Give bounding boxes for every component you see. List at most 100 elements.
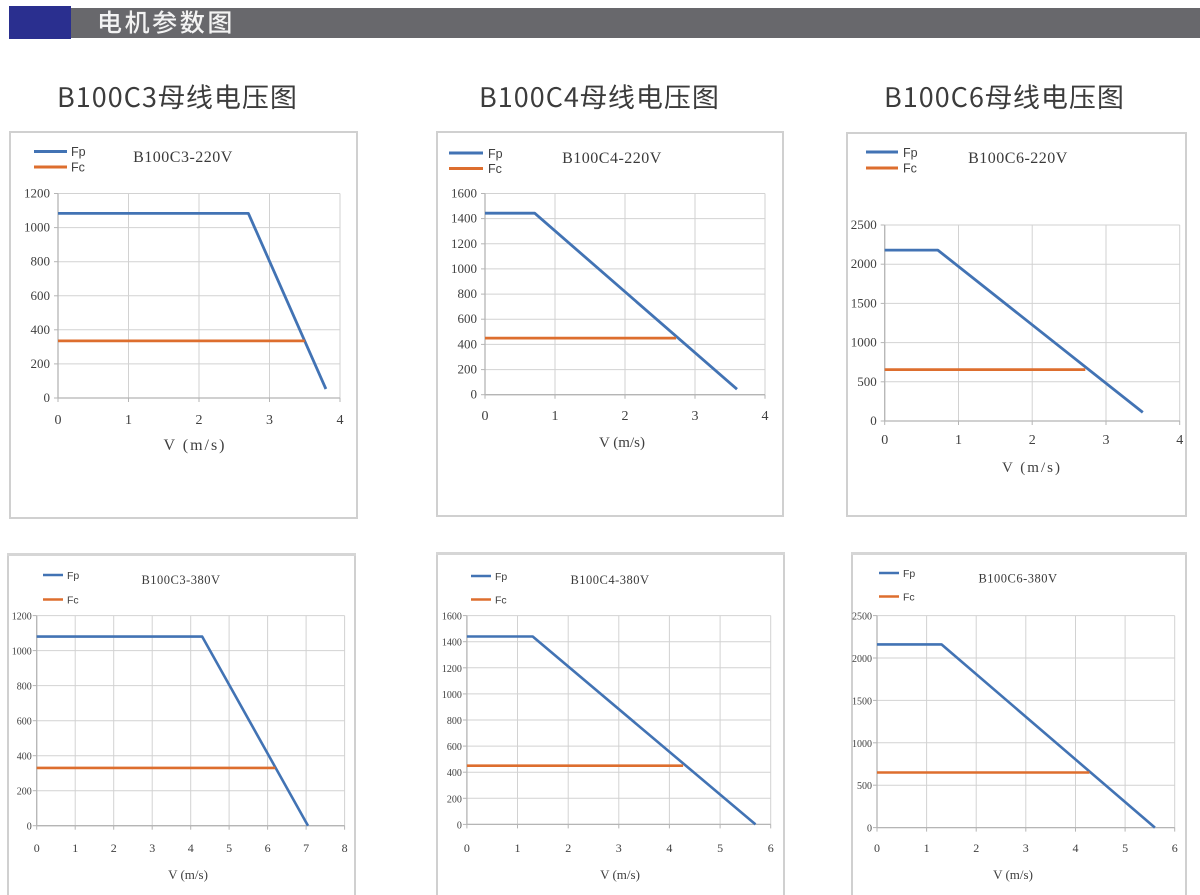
- svg-text:0: 0: [27, 822, 32, 833]
- svg-text:2: 2: [622, 409, 629, 424]
- svg-text:6: 6: [265, 841, 271, 855]
- svg-text:1: 1: [515, 841, 521, 855]
- svg-text:Fc: Fc: [903, 162, 917, 176]
- svg-text:400: 400: [447, 768, 462, 779]
- svg-text:1600: 1600: [442, 612, 462, 623]
- svg-text:1: 1: [552, 409, 559, 424]
- svg-text:1400: 1400: [451, 211, 477, 226]
- svg-text:800: 800: [17, 682, 32, 693]
- svg-text:600: 600: [458, 311, 478, 326]
- svg-text:200: 200: [17, 787, 32, 798]
- svg-text:6: 6: [1172, 841, 1178, 855]
- svg-text:3: 3: [616, 841, 622, 855]
- svg-text:0: 0: [471, 387, 478, 402]
- svg-text:2500: 2500: [851, 217, 877, 232]
- svg-text:Fp: Fp: [71, 145, 86, 159]
- svg-text:Fc: Fc: [71, 161, 85, 175]
- svg-text:800: 800: [458, 286, 478, 301]
- svg-text:B100C3-380V: B100C3-380V: [141, 573, 220, 587]
- svg-text:200: 200: [447, 794, 462, 805]
- svg-text:1000: 1000: [851, 335, 877, 350]
- svg-text:3: 3: [1023, 841, 1029, 855]
- svg-text:0: 0: [881, 433, 888, 448]
- svg-text:3: 3: [1103, 433, 1110, 448]
- svg-text:1500: 1500: [851, 295, 877, 310]
- svg-text:B100C4-220V: B100C4-220V: [562, 150, 662, 167]
- svg-text:400: 400: [17, 752, 32, 763]
- svg-text:2: 2: [973, 841, 979, 855]
- svg-text:1: 1: [72, 841, 78, 855]
- svg-text:1: 1: [955, 433, 962, 448]
- svg-text:500: 500: [857, 781, 872, 792]
- svg-text:500: 500: [857, 374, 877, 389]
- svg-text:1: 1: [125, 413, 132, 428]
- svg-text:1400: 1400: [442, 638, 462, 649]
- svg-text:0: 0: [34, 841, 40, 855]
- svg-text:B100C3-220V: B100C3-220V: [133, 149, 233, 166]
- svg-text:3: 3: [692, 409, 699, 424]
- svg-text:Fp: Fp: [495, 571, 507, 583]
- svg-text:Fp: Fp: [488, 147, 503, 161]
- svg-text:2: 2: [565, 841, 571, 855]
- svg-text:800: 800: [31, 254, 51, 269]
- svg-text:V (m/s): V (m/s): [1002, 460, 1062, 476]
- svg-text:600: 600: [447, 742, 462, 753]
- svg-text:2000: 2000: [851, 256, 877, 271]
- svg-text:600: 600: [17, 717, 32, 728]
- svg-text:1500: 1500: [852, 696, 872, 707]
- svg-text:4: 4: [762, 409, 769, 424]
- svg-text:5: 5: [226, 841, 232, 855]
- svg-text:600: 600: [31, 288, 51, 303]
- svg-text:1200: 1200: [442, 664, 462, 675]
- svg-text:V (m/s): V (m/s): [599, 435, 645, 451]
- svg-text:2: 2: [196, 413, 203, 428]
- svg-text:0: 0: [874, 841, 880, 855]
- svg-text:200: 200: [31, 356, 51, 371]
- svg-text:B100C4-380V: B100C4-380V: [570, 573, 649, 587]
- svg-text:Fp: Fp: [67, 570, 79, 582]
- svg-text:Fp: Fp: [903, 568, 915, 580]
- svg-text:5: 5: [1122, 841, 1128, 855]
- svg-text:400: 400: [31, 322, 51, 337]
- svg-text:800: 800: [447, 716, 462, 727]
- svg-text:0: 0: [55, 413, 62, 428]
- svg-text:6: 6: [768, 841, 774, 855]
- svg-text:Fp: Fp: [903, 146, 918, 160]
- svg-text:8: 8: [342, 841, 348, 855]
- svg-text:Fc: Fc: [903, 592, 915, 604]
- svg-text:7: 7: [303, 841, 309, 855]
- svg-text:Fc: Fc: [67, 595, 79, 607]
- svg-text:V (m/s): V (m/s): [168, 867, 208, 882]
- svg-text:V (m/s): V (m/s): [993, 867, 1033, 882]
- svg-text:4: 4: [1176, 433, 1183, 448]
- svg-text:200: 200: [458, 362, 478, 377]
- svg-text:1000: 1000: [451, 261, 477, 276]
- svg-text:2: 2: [111, 841, 117, 855]
- svg-text:4: 4: [666, 841, 672, 855]
- svg-text:1200: 1200: [24, 186, 50, 201]
- svg-text:2: 2: [1029, 433, 1036, 448]
- svg-text:3: 3: [266, 413, 273, 428]
- svg-text:0: 0: [464, 841, 470, 855]
- svg-text:V (m/s): V (m/s): [163, 437, 226, 454]
- svg-text:3: 3: [149, 841, 155, 855]
- svg-text:Fc: Fc: [488, 162, 502, 176]
- svg-text:0: 0: [482, 409, 489, 424]
- svg-text:1: 1: [924, 841, 930, 855]
- svg-text:0: 0: [867, 824, 872, 835]
- svg-text:1000: 1000: [852, 739, 872, 750]
- svg-text:2500: 2500: [852, 612, 872, 623]
- svg-text:1200: 1200: [451, 236, 477, 251]
- svg-text:4: 4: [188, 841, 194, 855]
- svg-text:0: 0: [457, 820, 462, 831]
- svg-text:B100C6-380V: B100C6-380V: [978, 572, 1057, 586]
- svg-text:1000: 1000: [12, 647, 32, 658]
- svg-text:Fc: Fc: [495, 595, 507, 607]
- svg-text:V (m/s): V (m/s): [600, 867, 640, 882]
- svg-text:1600: 1600: [451, 186, 477, 201]
- svg-text:1000: 1000: [442, 690, 462, 701]
- svg-text:1200: 1200: [12, 612, 32, 623]
- svg-text:4: 4: [337, 413, 344, 428]
- svg-text:0: 0: [870, 413, 877, 428]
- svg-text:5: 5: [717, 841, 723, 855]
